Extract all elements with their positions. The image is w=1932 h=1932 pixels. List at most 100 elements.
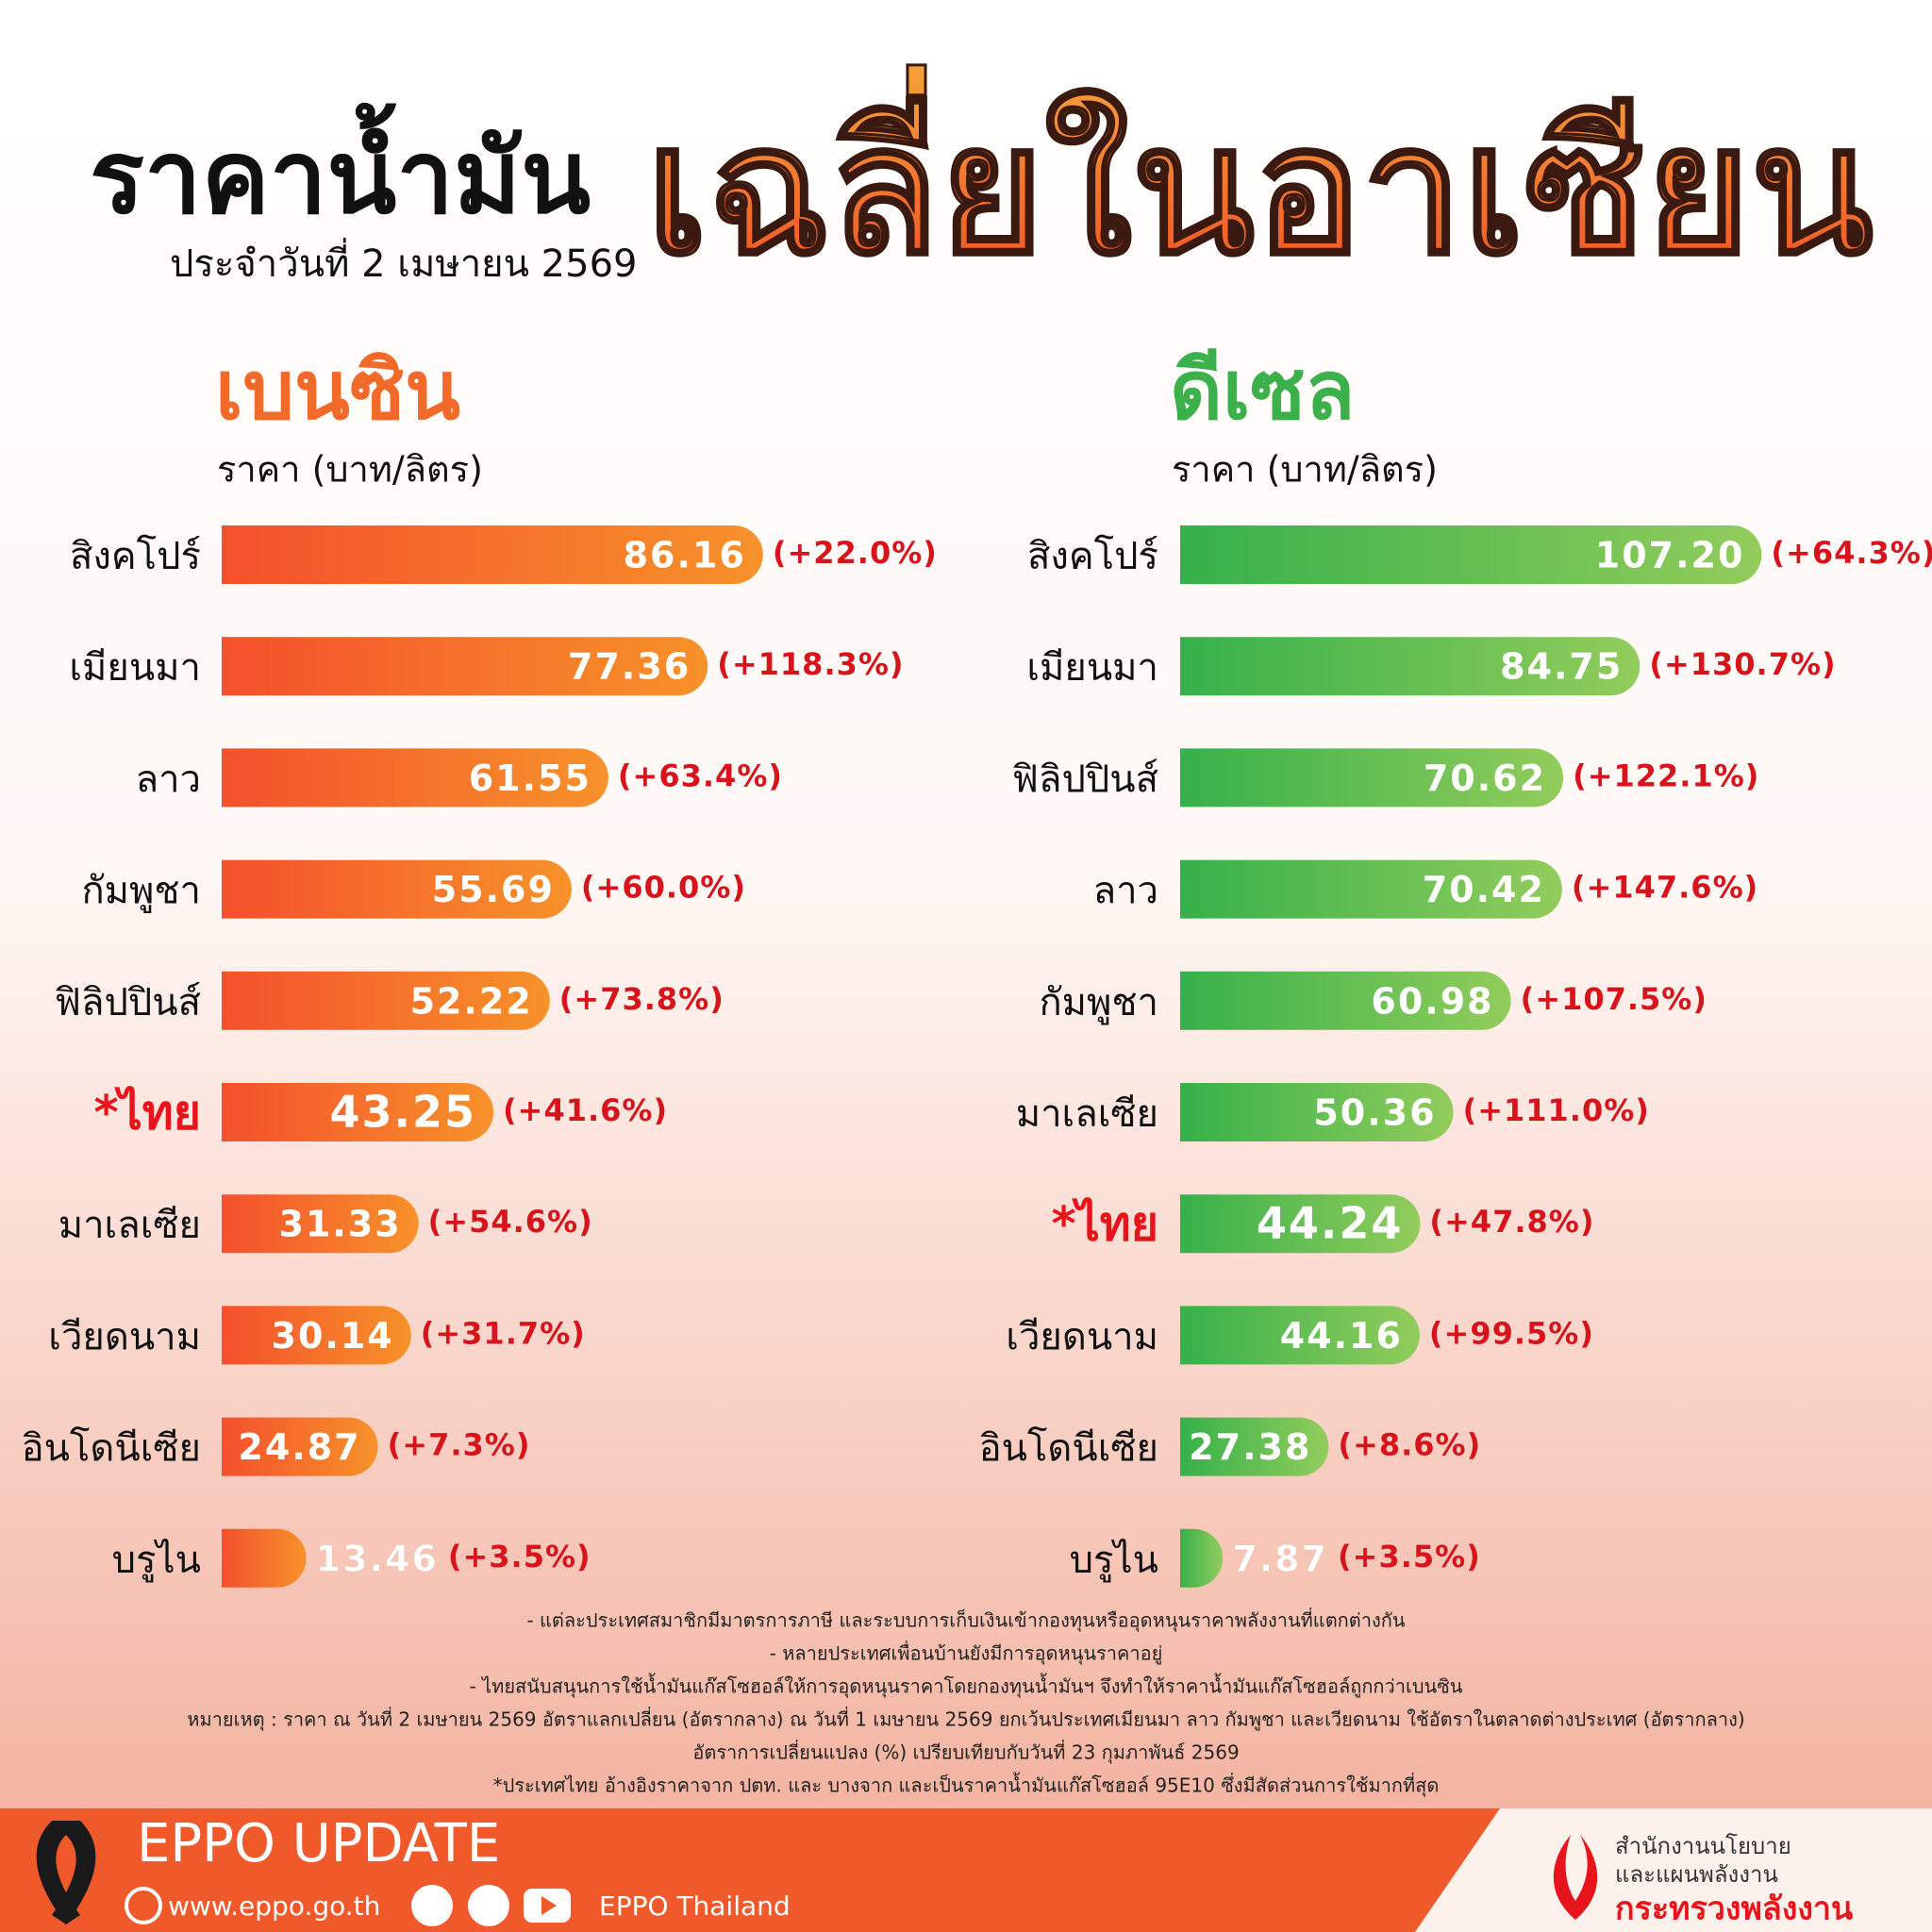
category-label: อินโดนีเซีย xyxy=(979,1427,1158,1471)
change-label: (+60.0%) xyxy=(581,870,746,906)
value-label: 77.36 xyxy=(568,646,691,688)
note: อัตราการเปลี่ยนแปลง (%) เปรียบเทียบกับวั… xyxy=(692,1740,1239,1765)
category-label: กัมพูชา xyxy=(81,870,201,913)
change-label: (+7.3%) xyxy=(388,1427,531,1463)
value-label: 27.38 xyxy=(1189,1426,1311,1468)
footer: EPPO UPDATE www.eppo.go.th EPPO Thailand… xyxy=(0,1808,1932,1932)
note: หมายเหตุ : ราคา ณ วันที่ 2 เมษายน 2569 อ… xyxy=(187,1707,1744,1732)
change-label: (+73.8%) xyxy=(559,981,724,1017)
ministry: กระทรวงพลังงาน xyxy=(1615,1890,1853,1928)
category-label: เมียนมา xyxy=(69,646,201,690)
brand: EPPO UPDATE xyxy=(137,1813,500,1874)
change-label: (+130.7%) xyxy=(1649,646,1836,682)
change-label: (+22.0%) xyxy=(773,535,938,571)
category-label: มาเลเซีย xyxy=(58,1204,201,1247)
bar xyxy=(1180,748,1564,808)
date: ประจำวันที่ 2 เมษายน 2569 xyxy=(170,238,637,286)
bar xyxy=(1180,637,1641,696)
bar xyxy=(222,1083,494,1141)
web-icon xyxy=(125,1887,162,1924)
bar xyxy=(1180,1417,1329,1476)
bar xyxy=(1180,1194,1421,1254)
category-label: ฟิลิปปินส์ xyxy=(55,981,201,1024)
bar xyxy=(222,637,708,696)
category-label: เวียดนาม xyxy=(48,1315,201,1358)
category-label: ลาว xyxy=(1093,870,1158,913)
ribbon-icon xyxy=(36,1821,96,1924)
value-label: 55.69 xyxy=(432,869,555,910)
value-label: 7.87 xyxy=(1232,1538,1328,1579)
change-label: (+47.8%) xyxy=(1429,1204,1594,1240)
charts: เบนซินราคา (บาท/ลิตร) สิงคโปร์ 86.16 (+22.0… xyxy=(22,343,1932,1588)
bar xyxy=(1180,971,1511,1030)
category-label: กัมพูชา xyxy=(1039,981,1158,1024)
bar xyxy=(1180,1306,1420,1365)
footer-logo-area xyxy=(1415,1808,1932,1932)
value-label: 52.22 xyxy=(410,980,533,1022)
bar xyxy=(222,525,763,584)
chart-title: เบนซิน xyxy=(215,343,460,438)
bar xyxy=(1180,1083,1454,1141)
chart-subtitle: ราคา (บาท/ลิตร) xyxy=(217,449,483,491)
bar xyxy=(222,1417,378,1476)
category-label: *ไทย xyxy=(93,1086,201,1141)
note: - หลายประเทศเพื่อนบ้านยังมีการอุดหนุนราค… xyxy=(770,1641,1163,1666)
twitter-icon xyxy=(468,1885,509,1926)
bar xyxy=(222,748,608,808)
value-label: 86.16 xyxy=(624,535,746,576)
bar-chart: เบนซินราคา (บาท/ลิตร) สิงคโปร์ 86.16 (+22.0… xyxy=(22,343,938,1588)
note: *ประเทศไทย อ้างอิงราคาจาก ปตท. และ บางจา… xyxy=(493,1773,1440,1798)
bar xyxy=(222,859,572,919)
bar xyxy=(222,1194,419,1254)
note: - แต่ละประเทศสมาชิกมีมาตรการภาษี และระบบ… xyxy=(526,1607,1405,1633)
note: - ไทยสนับสนุนการใช้น้ำมันแก๊สโซฮอล์ให้กา… xyxy=(470,1674,1463,1699)
change-label: (+111.0%) xyxy=(1463,1092,1650,1128)
category-label: อินโดนีเซีย xyxy=(22,1427,201,1471)
org-line-1: สำนักงานนโยบาย xyxy=(1615,1833,1791,1859)
change-label: (+31.7%) xyxy=(421,1315,586,1351)
change-label: (+107.5%) xyxy=(1521,981,1707,1017)
category-label: ลาว xyxy=(136,758,201,801)
value-label: 70.62 xyxy=(1424,758,1546,799)
facebook-icon xyxy=(411,1885,453,1926)
change-label: (+118.3%) xyxy=(717,646,904,682)
change-label: (+122.1%) xyxy=(1573,758,1759,793)
category-label: บรูไน xyxy=(1070,1539,1158,1582)
value-label: 50.36 xyxy=(1313,1092,1436,1134)
change-label: (+3.5%) xyxy=(1338,1539,1481,1574)
value-label: 70.42 xyxy=(1423,869,1545,910)
value-label: 13.46 xyxy=(316,1538,439,1579)
bar xyxy=(222,1528,307,1588)
bar xyxy=(222,1306,411,1365)
value-label: 31.33 xyxy=(278,1204,401,1245)
category-label: ฟิลิปปินส์ xyxy=(1012,758,1158,801)
change-label: (+8.6%) xyxy=(1338,1427,1481,1463)
category-label: *ไทย xyxy=(1051,1197,1158,1252)
value-label: 30.14 xyxy=(272,1315,394,1357)
category-label: มาเลเซีย xyxy=(1016,1092,1158,1136)
chart-subtitle: ราคา (บาท/ลิตร) xyxy=(1172,449,1438,491)
value-label: 61.55 xyxy=(469,758,591,799)
value-label: 107.20 xyxy=(1595,535,1745,576)
value-label: 84.75 xyxy=(1500,646,1623,688)
highlight-title: เฉลี่ยในอาเซียน xyxy=(646,65,1874,294)
value-label: 44.16 xyxy=(1280,1315,1403,1357)
ministry-logo xyxy=(1553,1835,1598,1920)
change-label: (+3.5%) xyxy=(448,1539,591,1574)
category-label: เวียดนาม xyxy=(1006,1315,1158,1358)
org-line-2: และแผนพลังงาน xyxy=(1615,1861,1778,1888)
change-label: (+41.6%) xyxy=(503,1092,668,1128)
social: EPPO Thailand xyxy=(599,1890,791,1922)
bar xyxy=(1180,1528,1224,1588)
website: www.eppo.go.th xyxy=(168,1890,380,1922)
bar xyxy=(1180,859,1562,919)
change-label: (+64.3%) xyxy=(1771,535,1932,571)
bar xyxy=(1180,525,1762,584)
title: ราคาน้ำมัน xyxy=(90,102,591,237)
value-label: 24.87 xyxy=(238,1426,360,1468)
category-label: สิงคโปร์ xyxy=(70,535,201,578)
